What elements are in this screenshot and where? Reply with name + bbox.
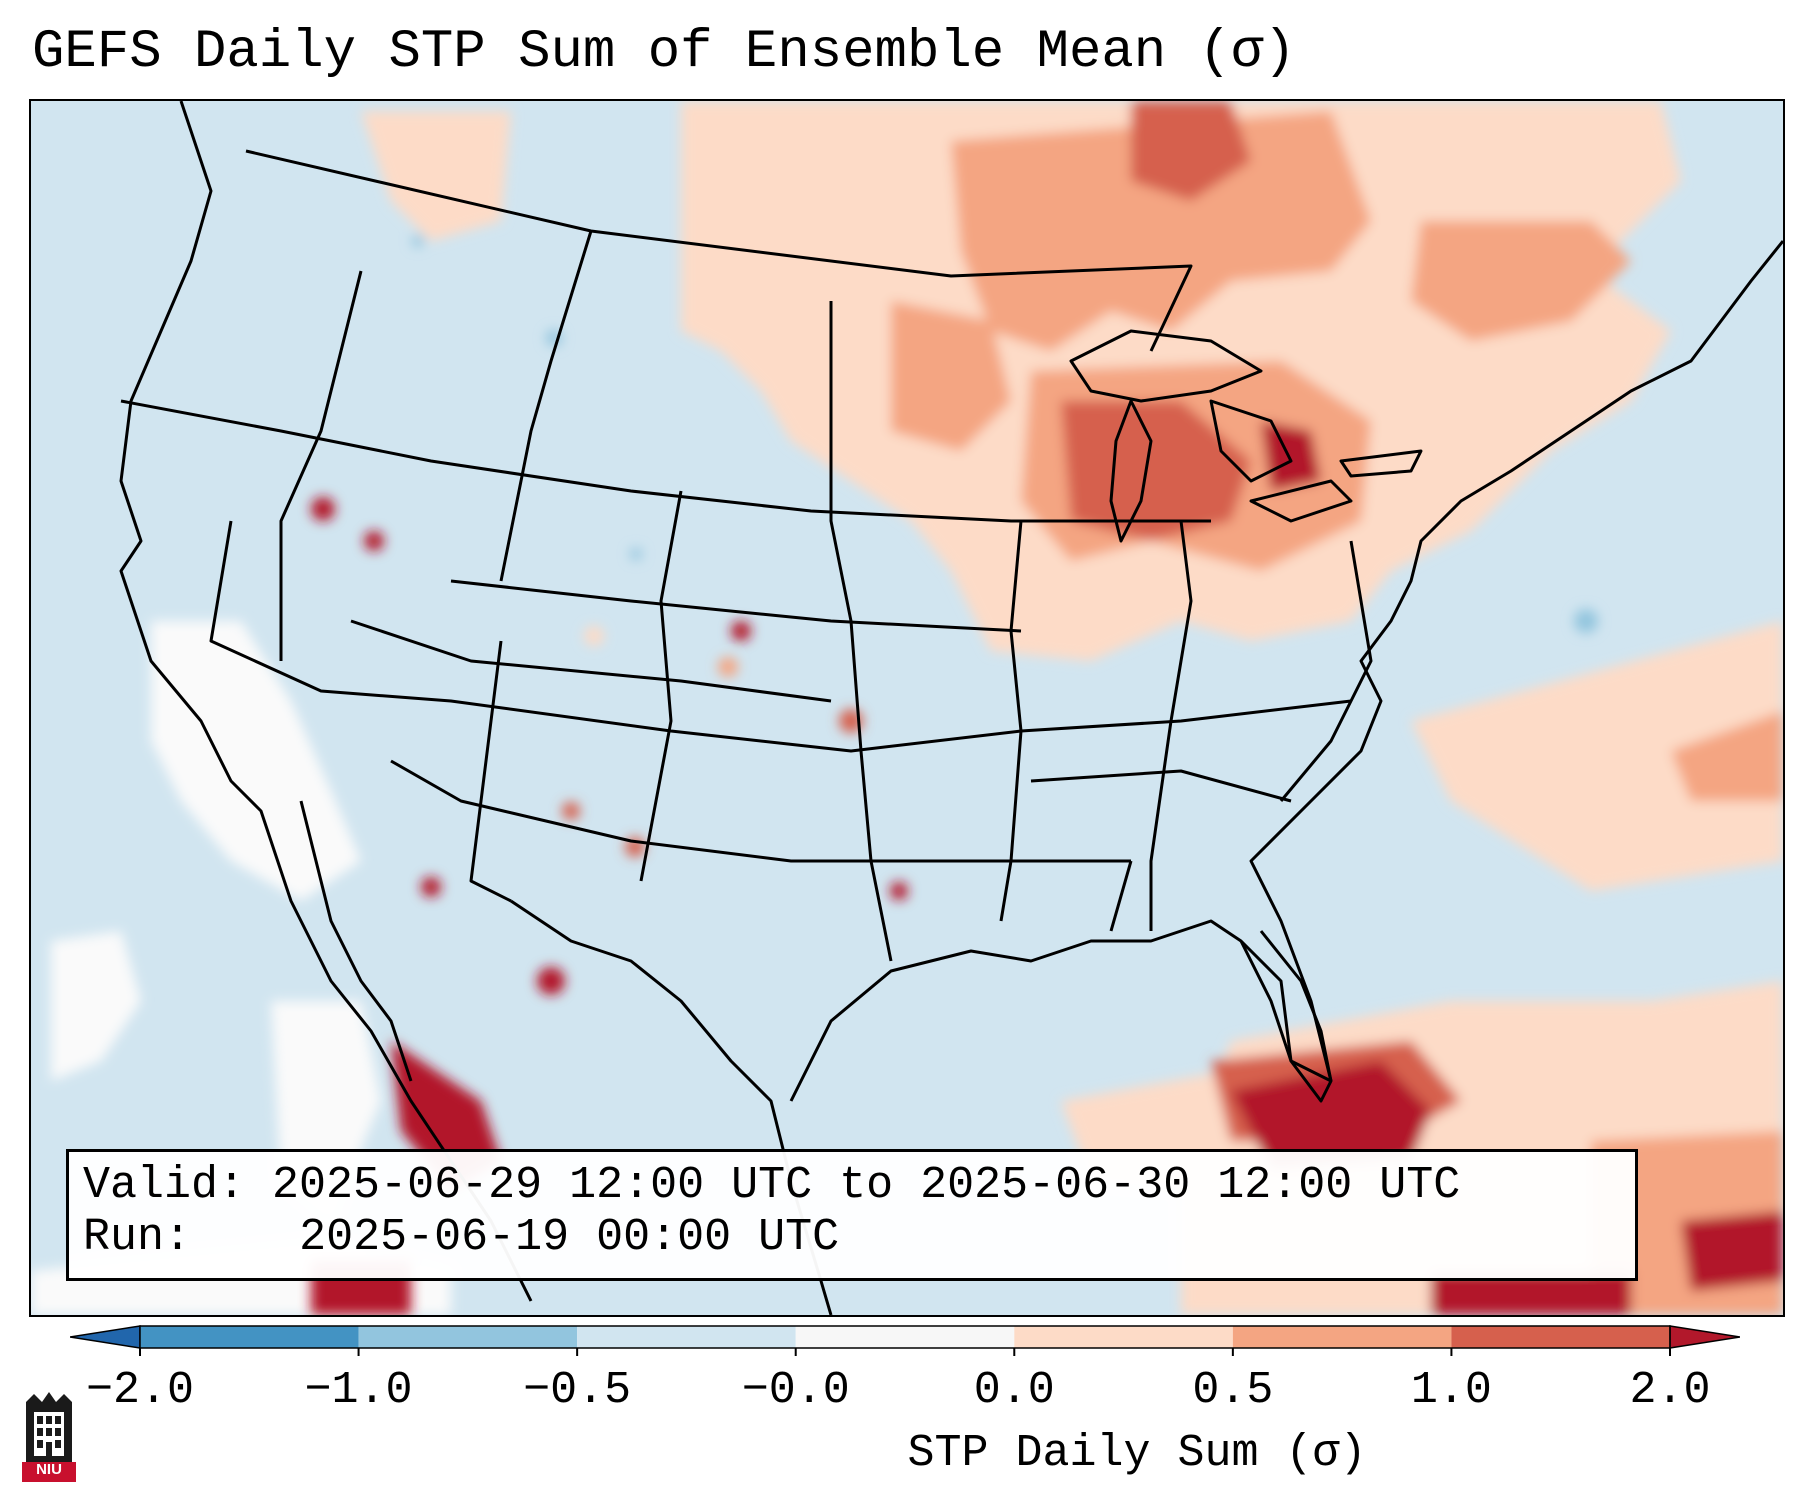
colorbar-tick-label: 2.0	[1629, 1365, 1711, 1416]
colorbar-bin	[140, 1326, 359, 1348]
run-line: Run: 2025-06-19 00:00 UTC	[83, 1212, 839, 1263]
colorbar-tick-label: −0.0	[741, 1365, 850, 1416]
run-value: 2025-06-19 00:00 UTC	[299, 1212, 840, 1263]
colorbar-bin	[1451, 1326, 1670, 1348]
colorbar-tick-label: −2.0	[85, 1365, 195, 1416]
pacific-coastline	[119, 101, 533, 1302]
colorbar-bin	[577, 1326, 796, 1348]
gulf-coastline-north	[789, 919, 1332, 1102]
niu-logo-icon	[22, 1392, 76, 1482]
colorbar-bin	[795, 1326, 1015, 1348]
colorbar-tick-label: −1.0	[304, 1365, 413, 1416]
colorbar-tick-label: −0.5	[523, 1365, 632, 1416]
colorbar-label: STP Daily Sum (σ)	[907, 1428, 1367, 1479]
niu-logo-text: NIU	[36, 1461, 62, 1478]
colorbar-extend-high	[1669, 1325, 1740, 1349]
lake-michigan	[1109, 399, 1153, 543]
colorbar-bin	[358, 1326, 578, 1348]
valid-label: Valid:	[83, 1160, 246, 1211]
lake-superior	[1069, 329, 1263, 403]
baja-coastline	[299, 800, 413, 1082]
colorbar-extend-low	[70, 1325, 141, 1349]
run-label: Run:	[83, 1212, 192, 1263]
map-svg	[31, 101, 1783, 1315]
valid-run-info-box: Valid: 2025-06-29 12:00 UTC to 2025-06-3…	[66, 1149, 1638, 1281]
chart-title: GEFS Daily STP Sum of Ensemble Mean (σ)	[32, 22, 1296, 83]
colorbar-tick-label: 0.5	[1192, 1365, 1274, 1416]
colorbar	[70, 1325, 1740, 1356]
colorbar-tick-label: 1.0	[1410, 1365, 1492, 1416]
colorbar-outline	[139, 1325, 1671, 1349]
lake-huron	[1209, 399, 1293, 483]
lake-ontario	[1339, 449, 1423, 478]
lake-erie	[1249, 479, 1353, 523]
boundaries	[119, 101, 1783, 1315]
us-canada-border	[245, 149, 1193, 352]
valid-value: 2025-06-29 12:00 UTC to 2025-06-30 12:00…	[272, 1160, 1461, 1211]
atlantic-coastline	[1249, 240, 1783, 1082]
map-panel	[29, 99, 1785, 1317]
valid-line: Valid: 2025-06-29 12:00 UTC to 2025-06-3…	[83, 1160, 1460, 1211]
florida-coastline	[1239, 930, 1333, 1103]
niu-logo: NIU	[20, 1390, 78, 1484]
colorbar-tick-label: 0.0	[973, 1365, 1055, 1416]
colorbar-bin	[1014, 1326, 1233, 1348]
colorbar-bin	[1232, 1326, 1452, 1348]
